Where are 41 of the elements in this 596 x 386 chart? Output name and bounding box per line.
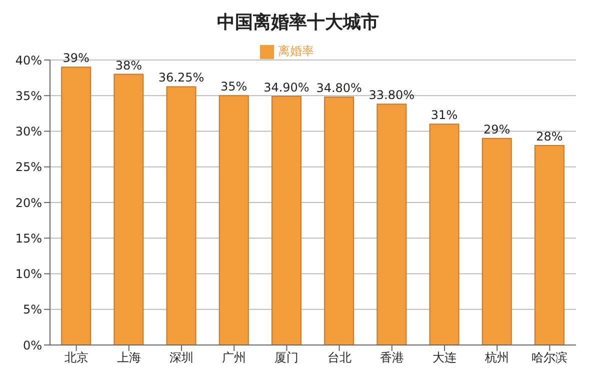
data-label: 39% xyxy=(62,51,90,66)
chart-title: 中国离婚率十大城市 xyxy=(216,11,380,35)
y-tick-label: 15% xyxy=(15,231,42,246)
x-tick-label: 厦门 xyxy=(274,350,299,365)
y-tick-label: 5% xyxy=(22,302,42,317)
bar xyxy=(114,74,144,345)
bar xyxy=(166,86,196,345)
bar xyxy=(429,124,460,345)
bar xyxy=(218,95,249,345)
x-tick-label: 香港 xyxy=(380,350,404,365)
bar xyxy=(61,66,92,345)
y-tick-label: 10% xyxy=(15,267,42,282)
data-label: 31% xyxy=(430,108,458,122)
y-tick-label: 30% xyxy=(15,124,42,139)
legend-label: 离婚率 xyxy=(278,44,314,58)
bar xyxy=(534,145,564,345)
y-tick-label: 25% xyxy=(15,160,42,174)
bar xyxy=(482,138,512,345)
data-label: 34.90% xyxy=(264,80,310,94)
x-tick-label: 上海 xyxy=(116,350,141,365)
bar xyxy=(271,96,302,345)
x-tick-label: 深圳 xyxy=(170,350,194,365)
x-tick-label: 杭州 xyxy=(484,350,510,365)
data-label: 35% xyxy=(220,80,248,94)
data-label: 29% xyxy=(484,122,510,136)
bar xyxy=(324,96,354,345)
x-tick-label: 广州 xyxy=(222,350,246,365)
data-label: 34.80% xyxy=(316,81,362,96)
y-tick-label: 35% xyxy=(15,88,42,103)
data-label: 33.80% xyxy=(368,88,415,102)
y-tick-label: 0% xyxy=(22,338,42,352)
x-tick-label: 大连 xyxy=(432,350,456,365)
y-tick-label: 40% xyxy=(15,53,42,68)
y-tick-label: 20% xyxy=(15,196,42,210)
x-tick-label: 哈尔滨 xyxy=(532,350,568,365)
data-label: 36.25% xyxy=(158,70,204,85)
data-label: 28% xyxy=(536,130,563,144)
bar xyxy=(376,104,407,345)
x-tick-label: 北京 xyxy=(64,350,88,365)
x-tick-label: 台北 xyxy=(327,350,352,365)
data-label: 38% xyxy=(115,58,142,72)
